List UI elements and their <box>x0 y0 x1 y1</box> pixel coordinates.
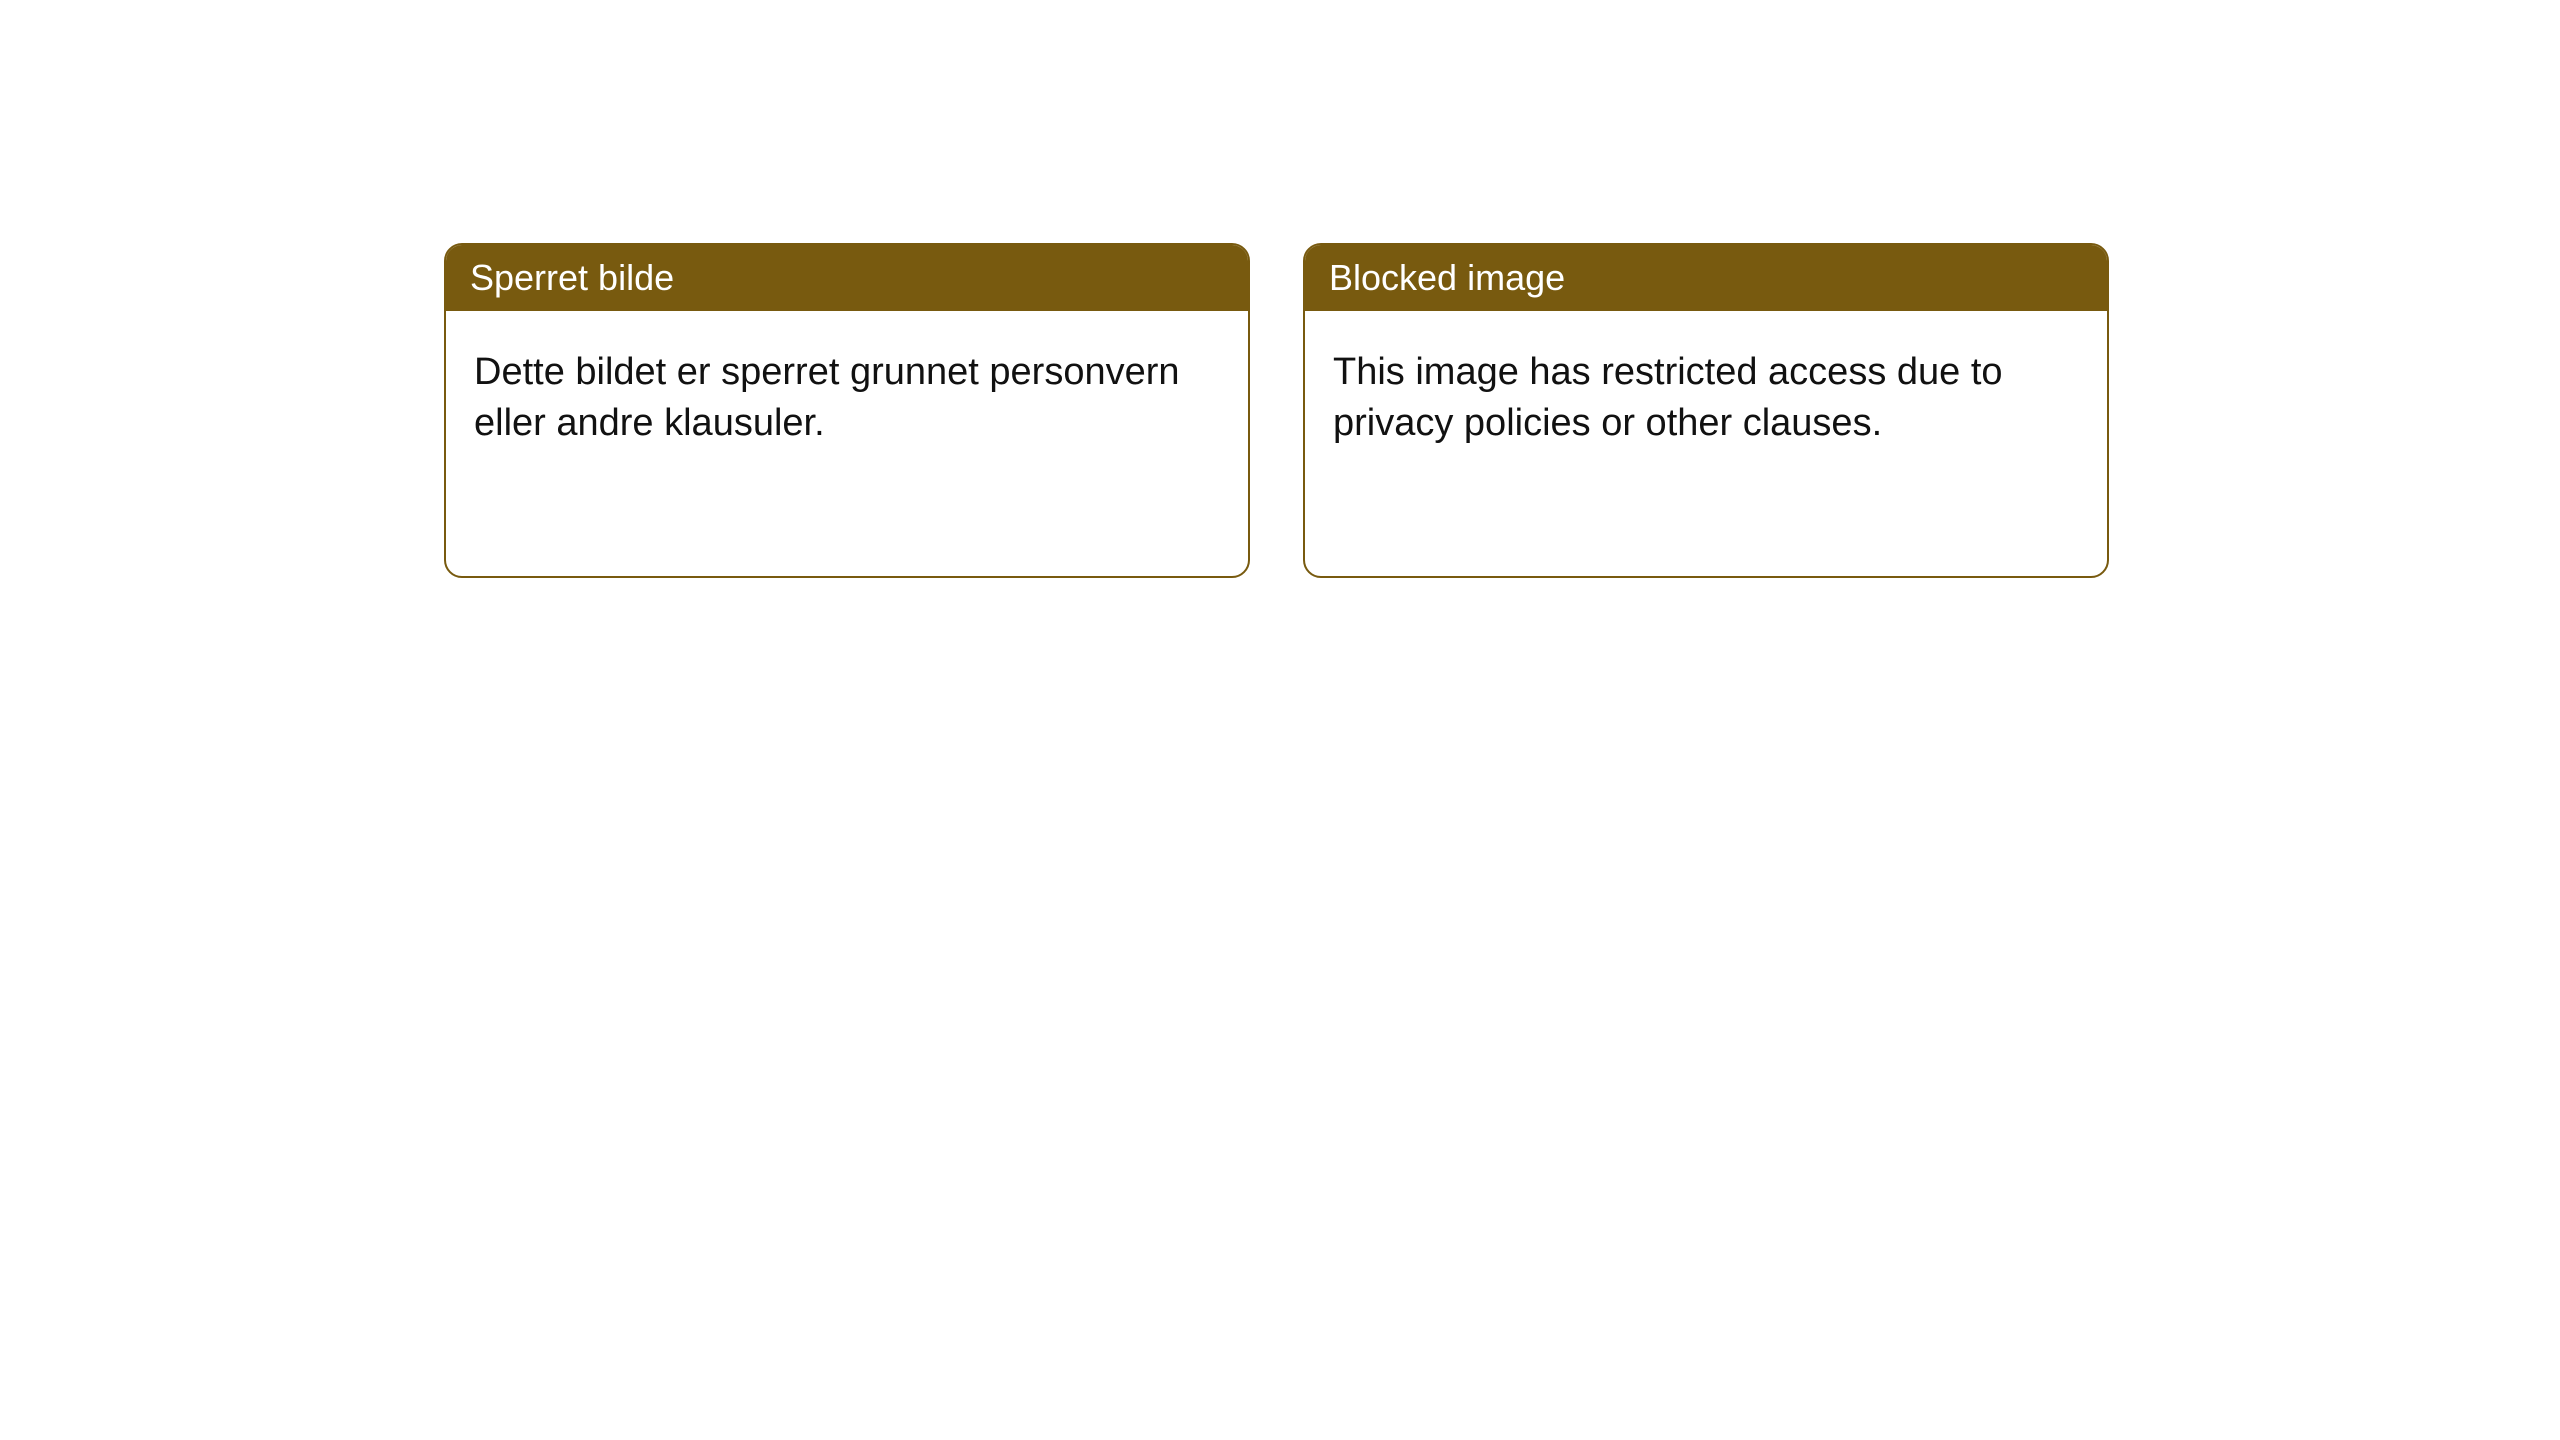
notice-card-container: Sperret bilde Dette bildet er sperret gr… <box>444 243 2109 578</box>
notice-card-en: Blocked image This image has restricted … <box>1303 243 2109 578</box>
notice-card-no: Sperret bilde Dette bildet er sperret gr… <box>444 243 1250 578</box>
notice-card-title-no: Sperret bilde <box>446 245 1248 311</box>
notice-card-body-en: This image has restricted access due to … <box>1305 311 2107 486</box>
notice-card-title-en: Blocked image <box>1305 245 2107 311</box>
notice-card-body-no: Dette bildet er sperret grunnet personve… <box>446 311 1248 486</box>
